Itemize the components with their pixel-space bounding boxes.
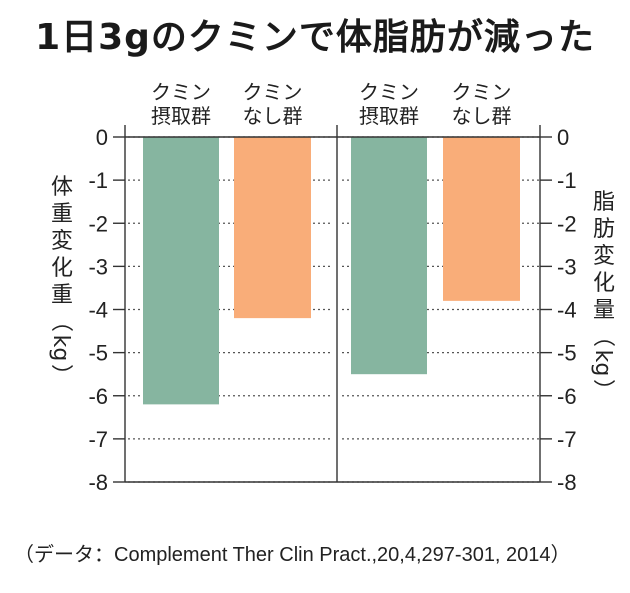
y-axis-title-right: 肪	[593, 217, 615, 242]
source-citation: （データ：Complement Ther Clin Pract.,20,4,29…	[14, 544, 571, 566]
y-axis-title-right: 化	[593, 271, 615, 296]
y-axis-title-right: 脂	[593, 190, 615, 215]
tick-label-left: -8	[88, 470, 108, 495]
tick-label-left: -6	[88, 384, 108, 409]
bar-2-2	[443, 137, 520, 301]
y-axis-title-left: 重	[51, 283, 73, 308]
axes	[113, 125, 552, 483]
bars	[143, 137, 520, 405]
tick-label-right: -5	[557, 341, 577, 366]
y-axis-title-left: 変	[51, 229, 73, 254]
bar-1-2	[234, 137, 311, 319]
tick-label-right: -8	[557, 470, 577, 495]
tick-label-right: -3	[557, 254, 577, 279]
y-axis-title-right: ）	[590, 379, 615, 401]
bar-1-1	[143, 137, 219, 405]
category-label: なし群	[452, 104, 512, 128]
category-label: 摂取群	[151, 104, 211, 128]
y-axis-title-right: （	[590, 325, 615, 347]
bar-2-1	[351, 137, 427, 375]
y-axis-title-right: 変	[593, 244, 615, 269]
tick-label-left: -5	[88, 341, 108, 366]
tick-label-right: 0	[557, 125, 569, 150]
chart-title: 1日3gのクミンで体脂肪が減った	[35, 17, 595, 58]
y-axis-title-left: 体	[51, 175, 73, 200]
category-label: 摂取群	[359, 104, 419, 128]
tick-label-left: -3	[88, 254, 108, 279]
tick-label-right: -1	[557, 168, 577, 193]
category-label: クミン	[243, 80, 303, 104]
category-label: クミン	[151, 80, 211, 104]
category-label: クミン	[452, 80, 512, 104]
category-label: なし群	[243, 104, 303, 128]
tick-label-right: -2	[557, 211, 577, 236]
tick-label-left: -1	[88, 168, 108, 193]
y-axis-title-right: kg	[590, 350, 615, 377]
tick-label-left: -2	[88, 211, 108, 236]
tick-label-right: -7	[557, 427, 577, 452]
y-axis-title-left: 重	[51, 202, 73, 227]
category-label: クミン	[359, 80, 419, 104]
labels: 0 0-1 -1-2 -2-3 -3-4 -4-5 -5-6 -6-7 -7-8 -8クミン摂取群…	[48, 80, 615, 495]
tick-label-left: 0	[96, 125, 108, 150]
tick-label-right: -4	[557, 298, 577, 323]
y-axis-title-right: 量	[593, 298, 615, 323]
tick-label-right: -6	[557, 384, 577, 409]
tick-label-left: -4	[88, 298, 108, 323]
y-axis-title-left: （	[48, 310, 73, 332]
y-axis-title-left: ）	[48, 364, 73, 386]
y-axis-title-left: 化	[51, 256, 73, 281]
y-axis-title-left: kg	[48, 335, 73, 362]
tick-label-left: -7	[88, 427, 108, 452]
